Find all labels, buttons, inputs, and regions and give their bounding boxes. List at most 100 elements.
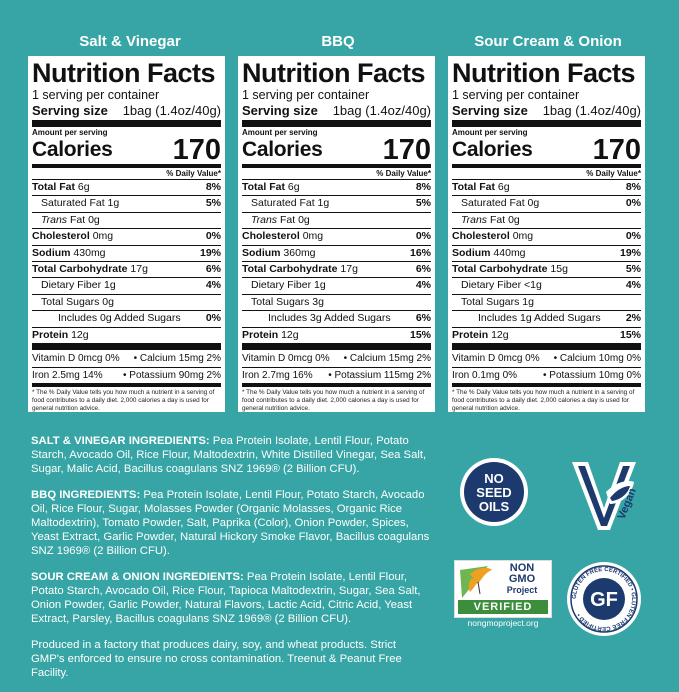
serving-size-value: 1bag (1.4oz/40g): [542, 103, 641, 118]
nutrient-dv: 6%: [205, 263, 221, 276]
trans-fat-row: Trans Fat 0g: [32, 213, 221, 230]
nutrient-label: Protein: [452, 328, 489, 341]
nutrition-facts-title: Nutrition Facts: [32, 58, 216, 88]
gluten-free-text: GF: [590, 589, 618, 611]
nutrient-amount: 1g: [104, 279, 116, 292]
ingredients-section: SALT & VINEGAR INGREDIENTS: Pea Protein …: [31, 434, 431, 692]
calcium: Calcium 10mg 0%: [559, 353, 641, 365]
nutrition-panel: Nutrition Facts 1 serving per container …: [238, 56, 435, 412]
nutrient-label: Sodium: [452, 246, 491, 259]
nutrient-label: Saturated Fat: [461, 197, 525, 210]
serving-size-label: Serving size: [452, 103, 528, 118]
nutrient-amount: 0g: [102, 295, 114, 308]
nutrient-dv: 4%: [625, 279, 641, 292]
nutrient-dv: 0%: [415, 230, 431, 243]
calories-label: Calories: [32, 138, 113, 161]
nutrient-amount: <1g: [524, 279, 542, 292]
amount-per-serving: Amount per serving: [242, 128, 318, 137]
divider-medium: [452, 164, 641, 168]
total-carbohydrate-row: Total Carbohydrate 15g 5%: [452, 262, 641, 279]
nutrient-amount: 6g: [497, 181, 510, 193]
nutrient-amount: 0mg: [92, 230, 114, 243]
total-carbohydrate-row: Total Carbohydrate 17g 6%: [242, 262, 431, 279]
gluten-free-badge: GLUTEN FREE CERTIFIED • GLUTEN FREE CERT…: [567, 562, 641, 636]
total-sugars-row: Total Sugars 0g: [32, 295, 221, 312]
calories-value: 170: [592, 134, 641, 166]
nutrient-amount: 0g: [508, 213, 520, 226]
nutrient-amount: 1g: [107, 197, 120, 210]
nutrient-amount: 17g: [130, 263, 148, 276]
nutrient-label: Cholesterol: [452, 230, 510, 243]
nutrient-label: Total Sugars: [41, 295, 100, 308]
calories-value: 170: [382, 134, 431, 166]
protein-row: Protein 12g 15%: [242, 328, 431, 343]
serving-size-row: Serving size 1bag (1.4oz/40g): [452, 103, 641, 119]
serving-size-value: 1bag (1.4oz/40g): [332, 103, 431, 118]
cholesterol-row: Cholesterol 0mg 0%: [452, 229, 641, 246]
calcium: Calcium 15mg 2%: [139, 353, 221, 365]
nutrient-label: Total Fat: [452, 181, 495, 193]
divider-thick: [32, 343, 221, 351]
serving-size-value: 1bag (1.4oz/40g): [122, 103, 221, 118]
non-gmo-url: nongmoproject.org: [467, 618, 539, 628]
ingredients-text: Pea Protein Isolate, Lentil Flour, Potat…: [31, 571, 421, 625]
ingredients-label: SALT & VINEGAR INGREDIENTS:: [31, 435, 210, 447]
column-title-bbq: BBQ: [321, 33, 355, 50]
ingredients-text: Pea Protein Isolate, Lentil Flour, Potat…: [31, 435, 427, 475]
total-carbohydrate-row: Total Carbohydrate 17g 6%: [32, 262, 221, 279]
daily-value-header: % Daily Value*: [452, 169, 641, 180]
nutrient-dv: 6%: [415, 263, 431, 276]
butterfly-icon: [460, 566, 492, 598]
ingredients-label: SOUR CREAM & ONION INGREDIENTS:: [31, 571, 244, 583]
nutrient-amount: 0g: [298, 213, 310, 226]
calories-value: 170: [172, 134, 221, 166]
servings-per-container: 1 serving per container: [32, 88, 160, 102]
nutrient-label: Fat: [69, 213, 86, 226]
nutrient-label: Trans: [461, 213, 488, 226]
nutrient-label: Includes 1g Added Sugars: [478, 312, 601, 325]
non-gmo-line2: GMO: [508, 573, 536, 585]
vitamin-d: Vitamin D 0mcg 0%: [32, 353, 120, 365]
ingredients-sour-cream-onion: SOUR CREAM & ONION INGREDIENTS: Pea Prot…: [31, 570, 431, 626]
dietary-fiber-row: Dietary Fiber 1g 4%: [242, 278, 431, 295]
nutrient-amount: 0mg: [302, 230, 324, 243]
ingredients-text: Pea Protein Isolate, Lentil Flour, Potat…: [31, 489, 430, 557]
ingredients-label: BBQ INGREDIENTS:: [31, 489, 141, 501]
added-sugars-row: Includes 0g Added Sugars 0%: [32, 311, 221, 328]
serving-size-label: Serving size: [242, 103, 318, 118]
nutrient-dv: 5%: [205, 197, 221, 210]
calories-row: Calories 170: [452, 134, 641, 166]
vitamin-row-2: Iron 2.5mg 14% • Potassium 90mg 2%: [32, 368, 221, 388]
divider-thick: [32, 120, 221, 127]
nutrient-label: Sodium: [242, 246, 281, 259]
daily-value-header: % Daily Value*: [242, 169, 431, 180]
total-fat-row: Total Fat 6g 8%: [452, 180, 641, 197]
nutrient-label: Total Fat: [242, 181, 285, 193]
nutrient-dv: 0%: [625, 197, 641, 210]
divider-thick: [452, 120, 641, 127]
nutrient-dv: 16%: [409, 246, 431, 259]
nutrient-label: Total Fat: [32, 181, 75, 193]
nutrient-amount: 1g: [522, 295, 534, 308]
trans-fat-row: Trans Fat 0g: [242, 213, 431, 230]
column-title-sour-cream-onion: Sour Cream & Onion: [474, 33, 622, 50]
sodium-row: Sodium 440mg 19%: [452, 246, 641, 263]
nutrient-dv: 0%: [205, 312, 221, 325]
daily-value-footnote: * The % Daily Value tells you how much a…: [32, 389, 215, 413]
nutrient-amount: 430mg: [73, 246, 106, 259]
nutrient-amount: 12g: [71, 328, 89, 341]
vegan-badge: Vegan: [572, 462, 639, 530]
non-gmo-line1: NON: [509, 562, 535, 574]
nutrient-label: Dietary Fiber: [461, 279, 522, 292]
vitamin-row-1: Vitamin D 0mcg 0% • Calcium 10mg 0%: [452, 351, 641, 368]
nutrient-amount: 12g: [281, 328, 299, 341]
nutrient-amount: 3g: [312, 295, 324, 308]
nutrient-amount: 1g: [317, 197, 330, 210]
sodium-row: Sodium 430mg 19%: [32, 246, 221, 263]
saturated-fat-row: Saturated Fat 0g 0%: [452, 196, 641, 213]
no-seed-oils-text-2: SEED: [476, 485, 511, 500]
non-gmo-badge: NON GMO Project VERIFIED nongmoproject.o…: [454, 560, 554, 630]
nutrient-label: Fat: [279, 213, 296, 226]
divider-medium: [242, 164, 431, 168]
divider-thick: [242, 120, 431, 127]
